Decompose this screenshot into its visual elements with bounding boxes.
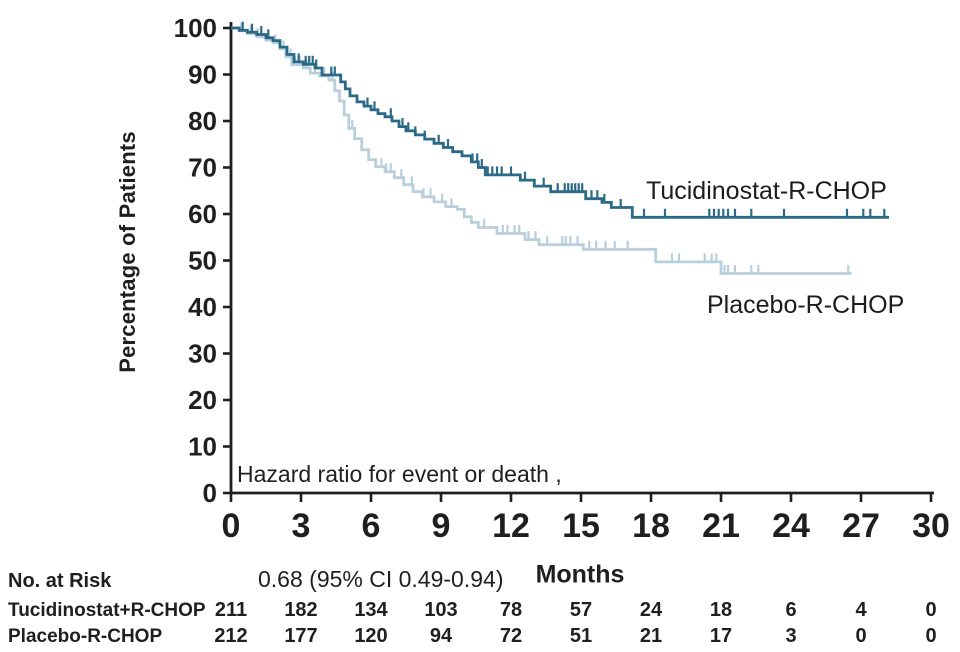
risk-count-tucidinostat: 103: [424, 599, 457, 621]
y-tick-label: 30: [188, 339, 217, 369]
risk-count-tucidinostat: 4: [855, 599, 867, 621]
risk-count-tucidinostat: 24: [640, 599, 663, 621]
risk-row-label-placebo: Placebo-R-CHOP: [8, 626, 163, 647]
y-tick-label: 60: [188, 199, 217, 229]
series-label-placebo: Placebo-R-CHOP: [707, 291, 905, 319]
y-tick-label: 40: [188, 292, 217, 322]
y-tick-label: 50: [188, 246, 217, 276]
risk-count-tucidinostat: 18: [710, 599, 732, 621]
y-tick-label: 80: [188, 106, 217, 136]
risk-count-tucidinostat: 0: [925, 599, 936, 621]
km-curve-placebo: [231, 26, 852, 275]
x-tick-label: 12: [492, 507, 530, 545]
risk-count-placebo: 3: [785, 625, 796, 647]
risk-count-placebo: 212: [214, 625, 247, 647]
y-tick-label: 70: [188, 153, 217, 183]
risk-count-tucidinostat: 182: [284, 599, 317, 621]
x-tick-label: 21: [702, 507, 740, 545]
y-tick-label: 0: [203, 478, 217, 508]
y-tick-label: 100: [174, 13, 217, 43]
x-tick-label: 3: [292, 507, 311, 545]
risk-count-placebo: 177: [284, 625, 317, 647]
hazard-ratio-annotation: Hazard ratio for event or death , 0.68 (…: [237, 387, 562, 652]
x-tick-label: 27: [842, 507, 880, 545]
risk-count-placebo: 94: [430, 625, 453, 647]
x-axis-title: Months: [535, 560, 625, 589]
risk-count-tucidinostat: 211: [215, 599, 247, 621]
x-tick-label: 24: [772, 507, 810, 545]
risk-count-tucidinostat: 57: [570, 599, 592, 621]
y-tick-label: 90: [188, 60, 217, 90]
series-label-tucidinostat: Tucidinostat-R-CHOP: [646, 177, 887, 205]
x-tick-label: 0: [222, 507, 241, 545]
risk-count-placebo: 51: [570, 625, 592, 647]
risk-count-placebo: 21: [640, 625, 662, 647]
x-tick-label: 18: [632, 507, 670, 545]
x-tick-label: 15: [562, 507, 600, 545]
y-tick-label: 10: [188, 432, 217, 462]
risk-table-header: No. at Risk: [8, 570, 112, 592]
annotation-line-ci: 0.68 (95% CI 0.49-0.94): [258, 566, 504, 592]
risk-count-tucidinostat: 78: [500, 599, 522, 621]
risk-count-placebo: 0: [925, 625, 936, 647]
y-axis-title: Percentage of Patients: [115, 131, 140, 373]
risk-row-label-tucidinostat: Tucidinostat+R-CHOP: [8, 600, 206, 621]
km-curve-tucidinostat: [231, 26, 889, 219]
risk-count-tucidinostat: 134: [354, 599, 388, 621]
risk-count-placebo: 17: [710, 625, 732, 647]
x-tick-label: 9: [432, 507, 451, 545]
annotation-line-hazard-ratio: Hazard ratio for event or death ,: [237, 461, 562, 487]
y-tick-label: 20: [188, 385, 217, 415]
risk-count-placebo: 72: [500, 625, 522, 647]
risk-count-tucidinostat: 6: [785, 599, 796, 621]
x-tick-label: 30: [912, 507, 950, 545]
risk-count-placebo: 0: [855, 625, 866, 647]
x-tick-label: 6: [362, 507, 381, 545]
risk-count-placebo: 120: [354, 625, 387, 647]
